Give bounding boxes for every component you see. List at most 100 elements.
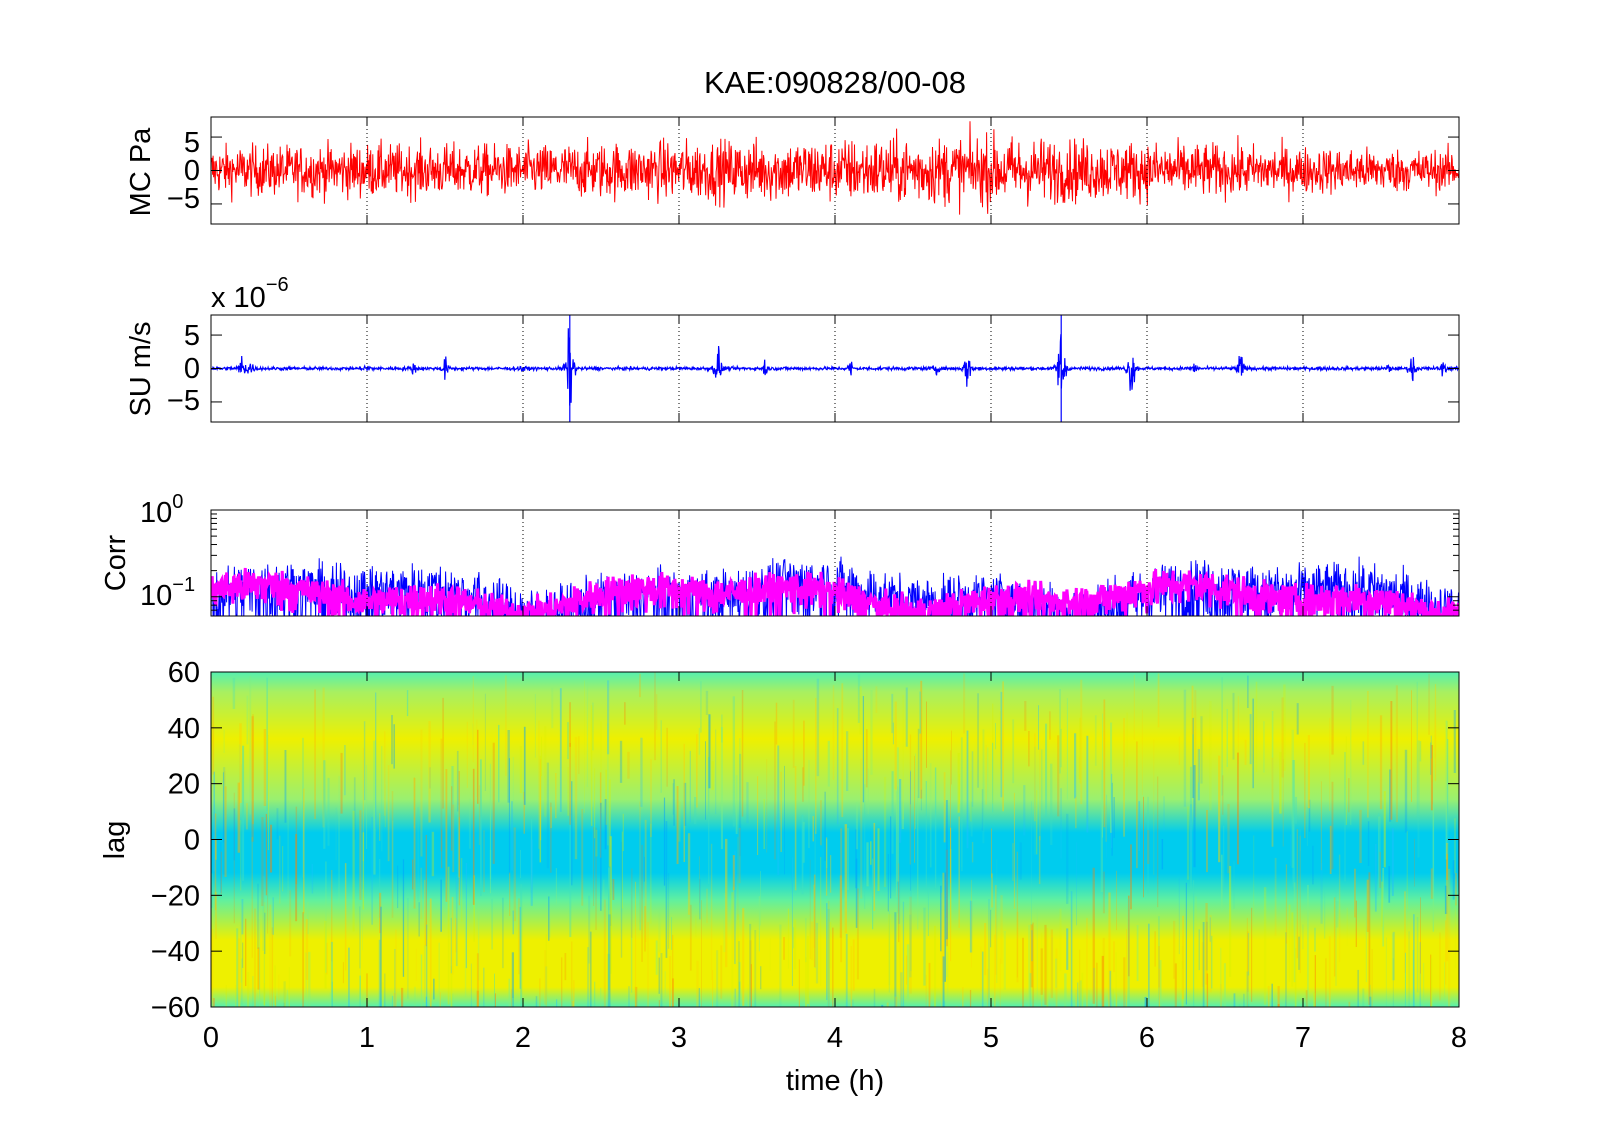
su-exponent-base: x 10 (211, 282, 266, 314)
lag-heatmap-streak (949, 849, 952, 931)
lag-heatmap-streak (1055, 958, 1058, 988)
lag-heatmap-streak (1419, 741, 1422, 762)
lag-heatmap-streak (813, 874, 816, 968)
lag-heatmap-streak (1201, 942, 1204, 987)
lag-heatmap-streak (379, 813, 381, 841)
lag-heatmap-streak (424, 944, 427, 1007)
lag-heatmap-streak (384, 731, 386, 816)
lag-heatmap-streak (723, 892, 726, 953)
lag-heatmap-streak (966, 730, 969, 849)
lag-heatmap-streak (1305, 990, 1308, 1007)
lag-heatmap-streak (257, 883, 259, 949)
lag-heatmap-streak (991, 873, 993, 908)
lag-heatmap-streak (548, 896, 550, 941)
lag-heatmap-streak (581, 809, 584, 906)
lag-heatmap-streak (1012, 719, 1015, 784)
lag-heatmap-streak (305, 919, 309, 980)
lag-heatmap-streak (794, 766, 797, 891)
lag-heatmap-streak (282, 846, 284, 892)
lag-heatmap-streak (980, 946, 982, 992)
lag-heatmap-streak (963, 673, 966, 734)
lag-heatmap-streak (407, 898, 409, 999)
lag-heatmap-streak (264, 912, 266, 954)
lag-heatmap-streak (1338, 854, 1341, 963)
lag-heatmap-streak (1445, 920, 1447, 985)
lag-heatmap-streak (472, 676, 474, 763)
lag-heatmap-streak (992, 703, 994, 804)
lag-heatmap-streak (1271, 757, 1274, 847)
lag-heatmap-streak (451, 766, 454, 821)
lag-heatmap-streak (1408, 931, 1410, 1007)
lag-heatmap-streak (1281, 697, 1284, 778)
lag-heatmap-streak (860, 758, 863, 899)
lag-heatmap-streak (215, 839, 217, 860)
lag-heatmap-streak (1105, 805, 1107, 842)
lag-heatmap-streak (987, 968, 989, 1007)
lag-heatmap-streak (1024, 701, 1027, 731)
lag-heatmap-streak (1233, 993, 1236, 1007)
lag-heatmap-streak (539, 755, 542, 863)
lag-heatmap-streak (608, 779, 611, 867)
lag-heatmap-streak (1294, 796, 1298, 824)
lag-heatmap-streak (894, 701, 897, 790)
lag-heatmap-streak (1221, 854, 1223, 912)
lag-heatmap-streak (894, 912, 897, 1007)
lag-heatmap-streak (855, 858, 858, 928)
lag-heatmap-streak (774, 721, 776, 860)
lag-heatmap-streak (856, 888, 859, 980)
lag-heatmap-streak (325, 942, 328, 975)
lag-heatmap-streak (760, 871, 761, 926)
lag-heatmap-streak (1191, 685, 1194, 735)
lag-heatmap-streak (1446, 853, 1448, 880)
lag-heatmap-streak (1195, 896, 1197, 980)
lag-heatmap-streak (212, 696, 215, 775)
lag-heatmap-streak (455, 876, 458, 967)
lag-heatmap-streak (1044, 924, 1047, 1005)
corr-tick-exponent: −1 (172, 574, 195, 596)
lag-heatmap-streak (406, 690, 409, 717)
lag-heatmap-streak (489, 850, 492, 880)
lag-heatmap-streak (1220, 947, 1222, 1004)
lag-heatmap-streak (1307, 735, 1310, 809)
lag-heatmap-streak (1153, 739, 1155, 875)
lag-heatmap-streak (982, 729, 985, 844)
lag-heatmap-streak (373, 740, 376, 875)
lag-heatmap-streak (1448, 868, 1451, 1007)
lag-heatmap-streak (1430, 954, 1432, 1007)
lag-heatmap-streak (847, 828, 849, 891)
lag-heatmap-streak (609, 836, 612, 974)
lag-heatmap-streak (1046, 927, 1049, 1007)
lag-heatmap-streak (660, 720, 662, 793)
lag-heatmap-streak (1144, 997, 1147, 1007)
lag-heatmap-streak (696, 960, 699, 1007)
lag-heatmap-streak (483, 830, 485, 893)
lag-heatmap-streak (252, 976, 254, 1007)
lag-heatmap-streak (721, 714, 723, 743)
lag-heatmap-streak (431, 831, 435, 877)
lag-heatmap-streak (620, 841, 623, 958)
lag-heatmap-streak (348, 947, 350, 1007)
lag-heatmap-streak (958, 774, 960, 804)
lag-heatmap-streak (539, 759, 542, 841)
lag-heatmap-streak (969, 771, 972, 822)
lag-heatmap-streak (1253, 835, 1255, 919)
lag-heatmap-streak (1185, 882, 1187, 1005)
lag-y-tick-label: 40 (168, 713, 200, 745)
lag-heatmap-streak (600, 721, 602, 813)
lag-heatmap-streak (586, 682, 589, 787)
lag-heatmap-streak (634, 986, 638, 1007)
lag-heatmap-streak (925, 974, 927, 1007)
lag-heatmap-streak (793, 927, 795, 949)
lag-heatmap-streak (1411, 690, 1412, 802)
lag-heatmap-streak (1223, 963, 1226, 1007)
lag-heatmap-streak (276, 808, 279, 840)
lag-heatmap-streak (541, 736, 542, 776)
lag-heatmap-streak (927, 889, 929, 936)
lag-heatmap-streak (742, 908, 745, 1006)
lag-heatmap-streak (1031, 930, 1033, 962)
lag-heatmap-streak (1404, 891, 1406, 973)
lag-heatmap-streak (283, 981, 286, 1007)
lag-heatmap-streak (1439, 932, 1441, 1001)
lag-heatmap-streak (1365, 906, 1367, 983)
lag-heatmap-streak (1432, 1006, 1435, 1007)
